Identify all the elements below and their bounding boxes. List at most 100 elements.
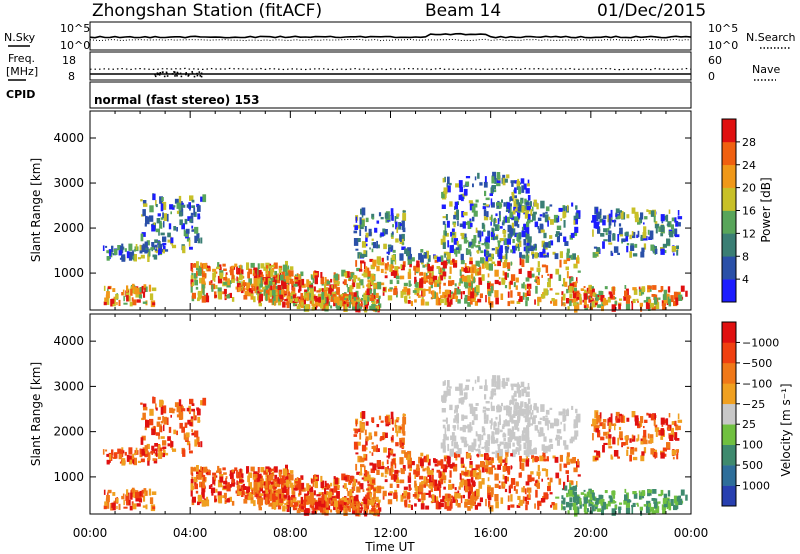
power-cell [159, 243, 163, 248]
power-cell [645, 302, 650, 309]
power-cell [154, 244, 158, 248]
velocity-cell [518, 503, 523, 506]
velocity-cell [252, 477, 256, 480]
power-cell [461, 266, 464, 272]
velocity-cell [195, 490, 199, 494]
power-cell [553, 214, 559, 223]
power-cell [462, 261, 465, 264]
velocity-cell [288, 481, 292, 484]
power-colorbar-label: Power [dB] [759, 177, 773, 242]
velocity-cell [176, 406, 181, 413]
velocity-cell [170, 414, 172, 418]
velocity-cell [542, 452, 546, 458]
velocity-cell [447, 380, 450, 388]
power-cell [272, 281, 275, 285]
velocity-cell [359, 507, 364, 510]
power-cell [631, 303, 634, 310]
velocity-cell [357, 508, 361, 517]
velocity-cell [601, 510, 604, 516]
velocity-cell [144, 426, 147, 431]
power-cell [194, 276, 197, 282]
power-cell [517, 224, 520, 228]
power-cell [471, 281, 473, 285]
velocity-cell [488, 461, 493, 466]
power-cell [364, 261, 366, 269]
power-cell [116, 302, 118, 306]
power-cell [677, 222, 681, 227]
velocity-cell [259, 497, 263, 506]
velocity-cell [494, 494, 499, 502]
power-cell [514, 187, 517, 194]
power-cell [593, 246, 598, 249]
velocity-cell [167, 436, 171, 441]
velocity-cell [191, 403, 195, 406]
velocity-cell [287, 470, 290, 476]
velocity-cell [308, 484, 311, 488]
power-cell [335, 300, 339, 308]
velocity-cell [279, 478, 284, 485]
power-cell [151, 242, 155, 247]
velocity-cell [454, 492, 457, 499]
power-cell [182, 245, 186, 254]
power-cell [490, 221, 492, 226]
velocity-cell [162, 405, 167, 414]
power-cell [126, 295, 129, 302]
velocity-cell [456, 493, 461, 499]
colorbar-segment [722, 485, 736, 507]
power-cell [474, 300, 478, 306]
velocity-cell [483, 428, 486, 435]
power-cell [157, 213, 161, 217]
velocity-cell [597, 498, 600, 501]
velocity-cell [490, 401, 493, 409]
power-cell [432, 290, 435, 299]
nave-point [196, 74, 199, 77]
power-cell [584, 299, 587, 306]
power-cell [520, 178, 525, 184]
velocity-cell [572, 494, 575, 497]
velocity-cell [401, 437, 405, 445]
velocity-cell [366, 492, 371, 500]
power-cell [591, 288, 595, 294]
velocity-cell [485, 454, 490, 459]
velocity-cell [449, 463, 454, 469]
velocity-cell [569, 487, 574, 492]
power-cell [553, 299, 558, 306]
velocity-cell [193, 476, 198, 483]
velocity-cell [215, 488, 218, 493]
power-cell [572, 286, 575, 292]
power-cell [420, 299, 425, 306]
velocity-cell [250, 466, 255, 472]
power-cell [530, 209, 533, 215]
velocity-cell [143, 406, 148, 411]
power-cell [474, 291, 479, 296]
velocity-cell [158, 444, 161, 452]
velocity-cell [320, 480, 324, 488]
velocity-cell [510, 453, 513, 457]
power-cell [543, 232, 547, 239]
power-cell [515, 277, 519, 283]
power-cell [546, 252, 549, 258]
velocity-cell [667, 490, 671, 497]
power-cell [580, 288, 585, 291]
power-cell [610, 295, 615, 300]
power-cell [148, 215, 154, 222]
power-cell [577, 255, 579, 262]
velocity-cell [339, 504, 343, 513]
velocity-cell [213, 475, 216, 480]
velocity-cell [330, 509, 333, 513]
power-cell [618, 223, 622, 227]
power-cell [106, 250, 111, 254]
velocity-cell [365, 421, 369, 426]
velocity-cell [438, 480, 442, 488]
velocity-cell [311, 510, 315, 515]
velocity-cell [495, 416, 498, 420]
velocity-cell [395, 425, 398, 433]
velocity-cell [609, 497, 613, 503]
velocity-cell [590, 501, 593, 504]
velocity-cell [658, 493, 662, 497]
velocity-cell [136, 503, 141, 507]
power-cell [660, 214, 665, 222]
power-cell [260, 277, 263, 285]
velocity-cell [196, 436, 200, 445]
power-cell [592, 229, 594, 237]
